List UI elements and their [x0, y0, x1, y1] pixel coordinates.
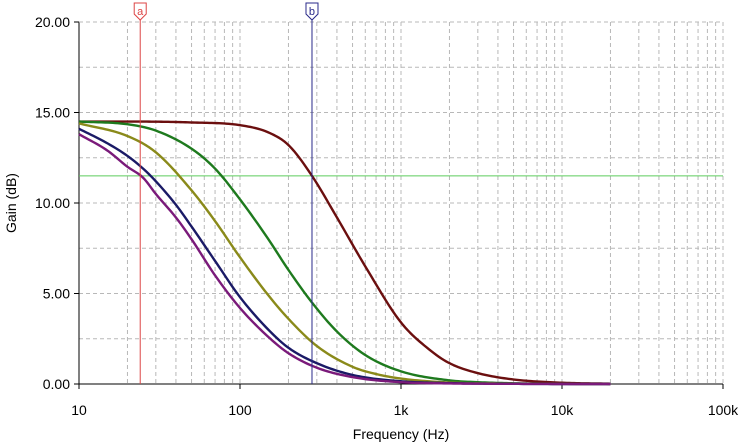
series-line-3 [78, 122, 611, 386]
label-layer: 0.00 5.00 10.00 15.00 20.00 10 100 1k 10k 100k [35, 14, 739, 418]
y-tick-label: 0.00 [43, 376, 70, 392]
cursor-a-label: a [137, 6, 144, 18]
y-tick-label: 5.00 [43, 286, 70, 302]
y-tick-label: 20.00 [35, 14, 70, 30]
series-line-2 [78, 120, 611, 386]
series-layer [78, 120, 723, 386]
x-tick-label: 10 [71, 402, 87, 418]
series-line-1 [79, 120, 611, 385]
y-axis-title: Gain (dB) [3, 173, 19, 233]
series-line-4 [78, 127, 611, 386]
axis-layer [74, 21, 724, 389]
x-tick-label: 1k [394, 402, 410, 418]
cursor-a-marker [133, 2, 147, 21]
grid-layer [79, 22, 723, 384]
cursor-b-marker [305, 2, 319, 21]
x-tick-label: 100 [228, 402, 252, 418]
cursor-b-label: b [309, 6, 315, 18]
y-tick-label: 10.00 [35, 195, 70, 211]
x-tick-label: 100k [708, 402, 739, 418]
x-tick-label: 10k [551, 402, 575, 418]
x-axis-title: Frequency (Hz) [353, 426, 449, 442]
series-line-5 [78, 133, 611, 386]
y-tick-label: 15.00 [35, 105, 70, 121]
